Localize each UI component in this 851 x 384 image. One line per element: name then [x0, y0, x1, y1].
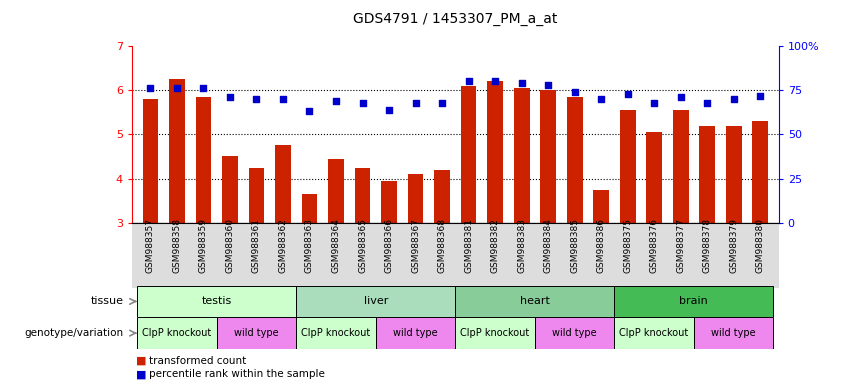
Bar — [567, 97, 583, 223]
Point — [170, 85, 184, 91]
Text: wild type: wild type — [234, 328, 279, 338]
Bar — [355, 167, 370, 223]
Bar — [137, 286, 296, 317]
Text: wild type: wild type — [393, 328, 437, 338]
Point — [541, 82, 555, 88]
Bar — [142, 99, 158, 223]
Bar — [328, 159, 344, 223]
Point — [408, 99, 422, 106]
Bar — [726, 126, 741, 223]
Point — [197, 85, 210, 91]
Point — [356, 99, 369, 106]
Text: testis: testis — [202, 296, 231, 306]
Point — [249, 96, 263, 102]
Point — [382, 107, 396, 113]
Point — [462, 78, 476, 84]
Point — [568, 89, 581, 95]
Bar — [752, 121, 768, 223]
Text: ClpP knockout: ClpP knockout — [620, 328, 688, 338]
Bar — [694, 317, 774, 349]
Bar — [222, 157, 238, 223]
Point — [753, 93, 767, 99]
Point — [700, 99, 714, 106]
Bar — [540, 90, 556, 223]
Bar — [620, 110, 636, 223]
Bar — [487, 81, 503, 223]
Point — [674, 94, 688, 100]
Point — [303, 108, 317, 114]
Point — [515, 80, 528, 86]
Point — [620, 91, 634, 97]
Bar — [672, 110, 688, 223]
Point — [144, 85, 157, 91]
Bar — [614, 286, 774, 317]
Text: ClpP knockout: ClpP knockout — [301, 328, 371, 338]
Text: ClpP knockout: ClpP knockout — [460, 328, 529, 338]
Bar — [275, 146, 291, 223]
Text: tissue: tissue — [90, 296, 123, 306]
Text: ClpP knockout: ClpP knockout — [142, 328, 212, 338]
Point — [488, 78, 502, 84]
Bar — [301, 194, 317, 223]
Bar — [137, 317, 217, 349]
Bar — [296, 286, 455, 317]
Bar — [376, 317, 455, 349]
Text: genotype/variation: genotype/variation — [25, 328, 123, 338]
Point — [594, 96, 608, 102]
Bar — [593, 190, 609, 223]
Bar — [646, 132, 662, 223]
Bar — [460, 86, 477, 223]
Text: wild type: wild type — [711, 328, 756, 338]
Point — [277, 96, 290, 102]
Point — [648, 99, 661, 106]
Bar — [434, 170, 450, 223]
Bar — [196, 97, 211, 223]
Bar — [614, 317, 694, 349]
Point — [223, 94, 237, 100]
Bar — [700, 126, 715, 223]
Text: transformed count: transformed count — [149, 356, 246, 366]
Bar — [381, 181, 397, 223]
Bar — [296, 317, 376, 349]
Bar — [514, 88, 529, 223]
Text: liver: liver — [363, 296, 388, 306]
Bar — [455, 317, 534, 349]
Point — [329, 98, 343, 104]
Text: GDS4791 / 1453307_PM_a_at: GDS4791 / 1453307_PM_a_at — [353, 12, 557, 25]
Text: ■: ■ — [136, 356, 146, 366]
Text: heart: heart — [520, 296, 550, 306]
Bar — [534, 317, 614, 349]
Point — [727, 96, 740, 102]
Bar — [217, 317, 296, 349]
Text: ■: ■ — [136, 369, 146, 379]
Bar — [408, 174, 424, 223]
Point — [435, 99, 448, 106]
Text: brain: brain — [679, 296, 708, 306]
Bar — [248, 167, 265, 223]
Text: wild type: wild type — [552, 328, 597, 338]
Bar — [169, 79, 185, 223]
Bar — [455, 286, 614, 317]
Text: percentile rank within the sample: percentile rank within the sample — [149, 369, 325, 379]
